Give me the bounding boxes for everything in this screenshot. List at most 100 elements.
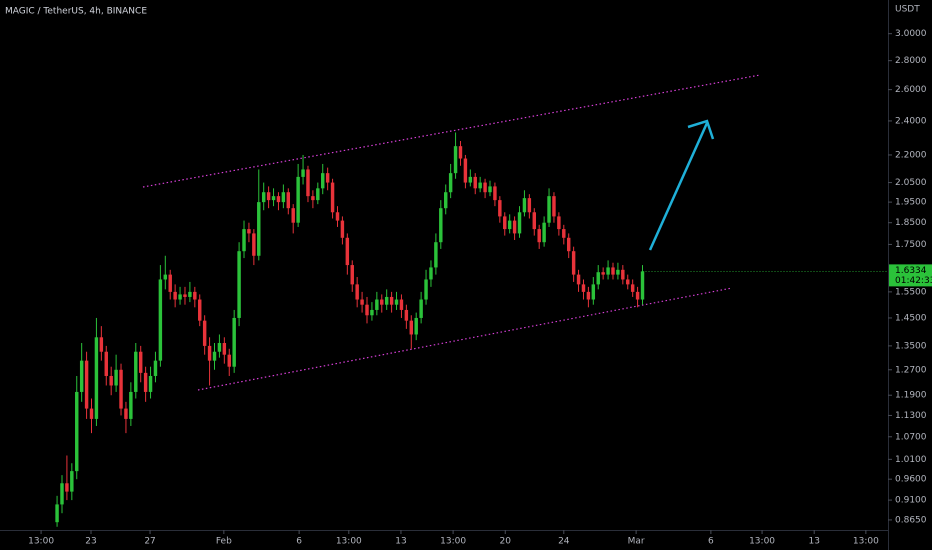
candle-body — [114, 369, 118, 386]
candle-body — [581, 284, 586, 292]
y-tick-label: 1.4500 — [895, 313, 927, 323]
candle-body — [330, 182, 335, 213]
candle-body — [547, 196, 551, 223]
candle-body — [207, 345, 212, 361]
x-tick-label: 27 — [144, 537, 155, 547]
x-tick-label: Mar — [628, 537, 645, 547]
y-tick-label: 1.7500 — [895, 240, 927, 250]
candle-body — [202, 320, 207, 346]
candle-body — [611, 267, 615, 275]
candle-body — [586, 291, 591, 300]
y-tick-label: 2.8000 — [895, 56, 927, 66]
price-label-box — [889, 264, 932, 287]
candle-body — [576, 274, 581, 285]
candle-body — [148, 375, 153, 392]
candle-body — [99, 337, 104, 352]
y-tick-label: 1.3500 — [895, 341, 927, 351]
candle-body — [89, 408, 94, 419]
candle-body — [478, 182, 482, 189]
candle-body — [532, 212, 536, 230]
candle-body — [394, 299, 399, 305]
y-tick-label: 0.9100 — [895, 496, 927, 506]
y-tick-label: 0.9600 — [895, 475, 927, 485]
candle-body — [286, 192, 291, 209]
candle-body — [542, 222, 546, 243]
candle-body — [507, 220, 512, 230]
candle-body — [252, 233, 256, 256]
candle-body — [360, 299, 364, 305]
candle-body — [453, 146, 458, 174]
candle-body — [84, 360, 89, 409]
candle-body — [271, 196, 276, 201]
x-tick-label: 13:00 — [853, 537, 879, 547]
x-tick-label: 13:00 — [336, 537, 362, 547]
candle-body — [488, 186, 492, 193]
candle-body — [104, 351, 108, 376]
candle-body — [345, 237, 350, 266]
candle-body — [257, 202, 261, 256]
y-axis-label: USDT — [895, 5, 920, 15]
candle-body — [198, 299, 202, 321]
y-tick-label: 1.2700 — [895, 365, 927, 375]
candle-body — [301, 169, 305, 177]
chart-title: MAGIC / TetherUS, 4h, BINANCE — [5, 7, 147, 17]
candle-body — [596, 272, 600, 285]
candle-body — [458, 146, 463, 159]
candle-body — [143, 372, 148, 392]
candle-body — [640, 271, 645, 300]
candle-body — [414, 317, 418, 335]
candle-body — [404, 309, 409, 321]
x-tick-label: 20 — [500, 537, 512, 547]
candle-body — [124, 408, 128, 419]
candles — [55, 132, 645, 527]
candle-body — [281, 192, 286, 203]
y-tick-label: 1.1300 — [895, 411, 927, 421]
candle-body — [350, 265, 354, 285]
candle-body — [635, 291, 640, 300]
candle-body — [463, 158, 468, 183]
y-tick-label: 1.0700 — [895, 432, 927, 442]
candle-body — [247, 229, 251, 234]
y-tick-label: 2.2000 — [895, 150, 927, 160]
candle-body — [291, 208, 295, 223]
candle-body — [370, 309, 374, 316]
candle-body — [168, 274, 172, 292]
candle-body — [173, 291, 177, 300]
candle-body — [94, 337, 99, 419]
candle-body — [163, 274, 168, 280]
candle-body — [483, 182, 487, 193]
candle-body — [325, 173, 330, 183]
x-tick-label: 13:00 — [28, 537, 54, 547]
arrow-shaft — [648, 122, 709, 251]
x-tick-label: 24 — [558, 537, 570, 547]
candle-body — [306, 169, 310, 197]
candle-body — [473, 176, 477, 189]
candle-body — [321, 173, 325, 189]
x-tick-label: 6 — [296, 537, 302, 547]
arrow-head — [687, 119, 715, 140]
candle-body — [630, 284, 635, 292]
candle-body — [566, 237, 571, 252]
candle-body — [355, 284, 359, 300]
candle-body — [503, 216, 507, 230]
candle-body — [65, 483, 69, 492]
candle-body — [389, 296, 394, 305]
candle-body — [527, 198, 532, 213]
candle-body — [468, 176, 473, 183]
candle-body — [183, 294, 187, 297]
candle-body — [316, 188, 320, 201]
candle-body — [193, 291, 197, 300]
candle-body — [399, 299, 404, 310]
x-tick-label: 6 — [708, 537, 714, 547]
candle-body — [212, 351, 217, 361]
candle-body — [439, 208, 443, 243]
candle-body — [109, 375, 113, 386]
candle-body — [311, 196, 315, 201]
y-tick-label: 2.6000 — [895, 85, 927, 95]
candle-body — [498, 200, 502, 217]
candle-body — [591, 284, 596, 300]
candle-body — [448, 173, 453, 193]
candle-body — [365, 304, 369, 316]
